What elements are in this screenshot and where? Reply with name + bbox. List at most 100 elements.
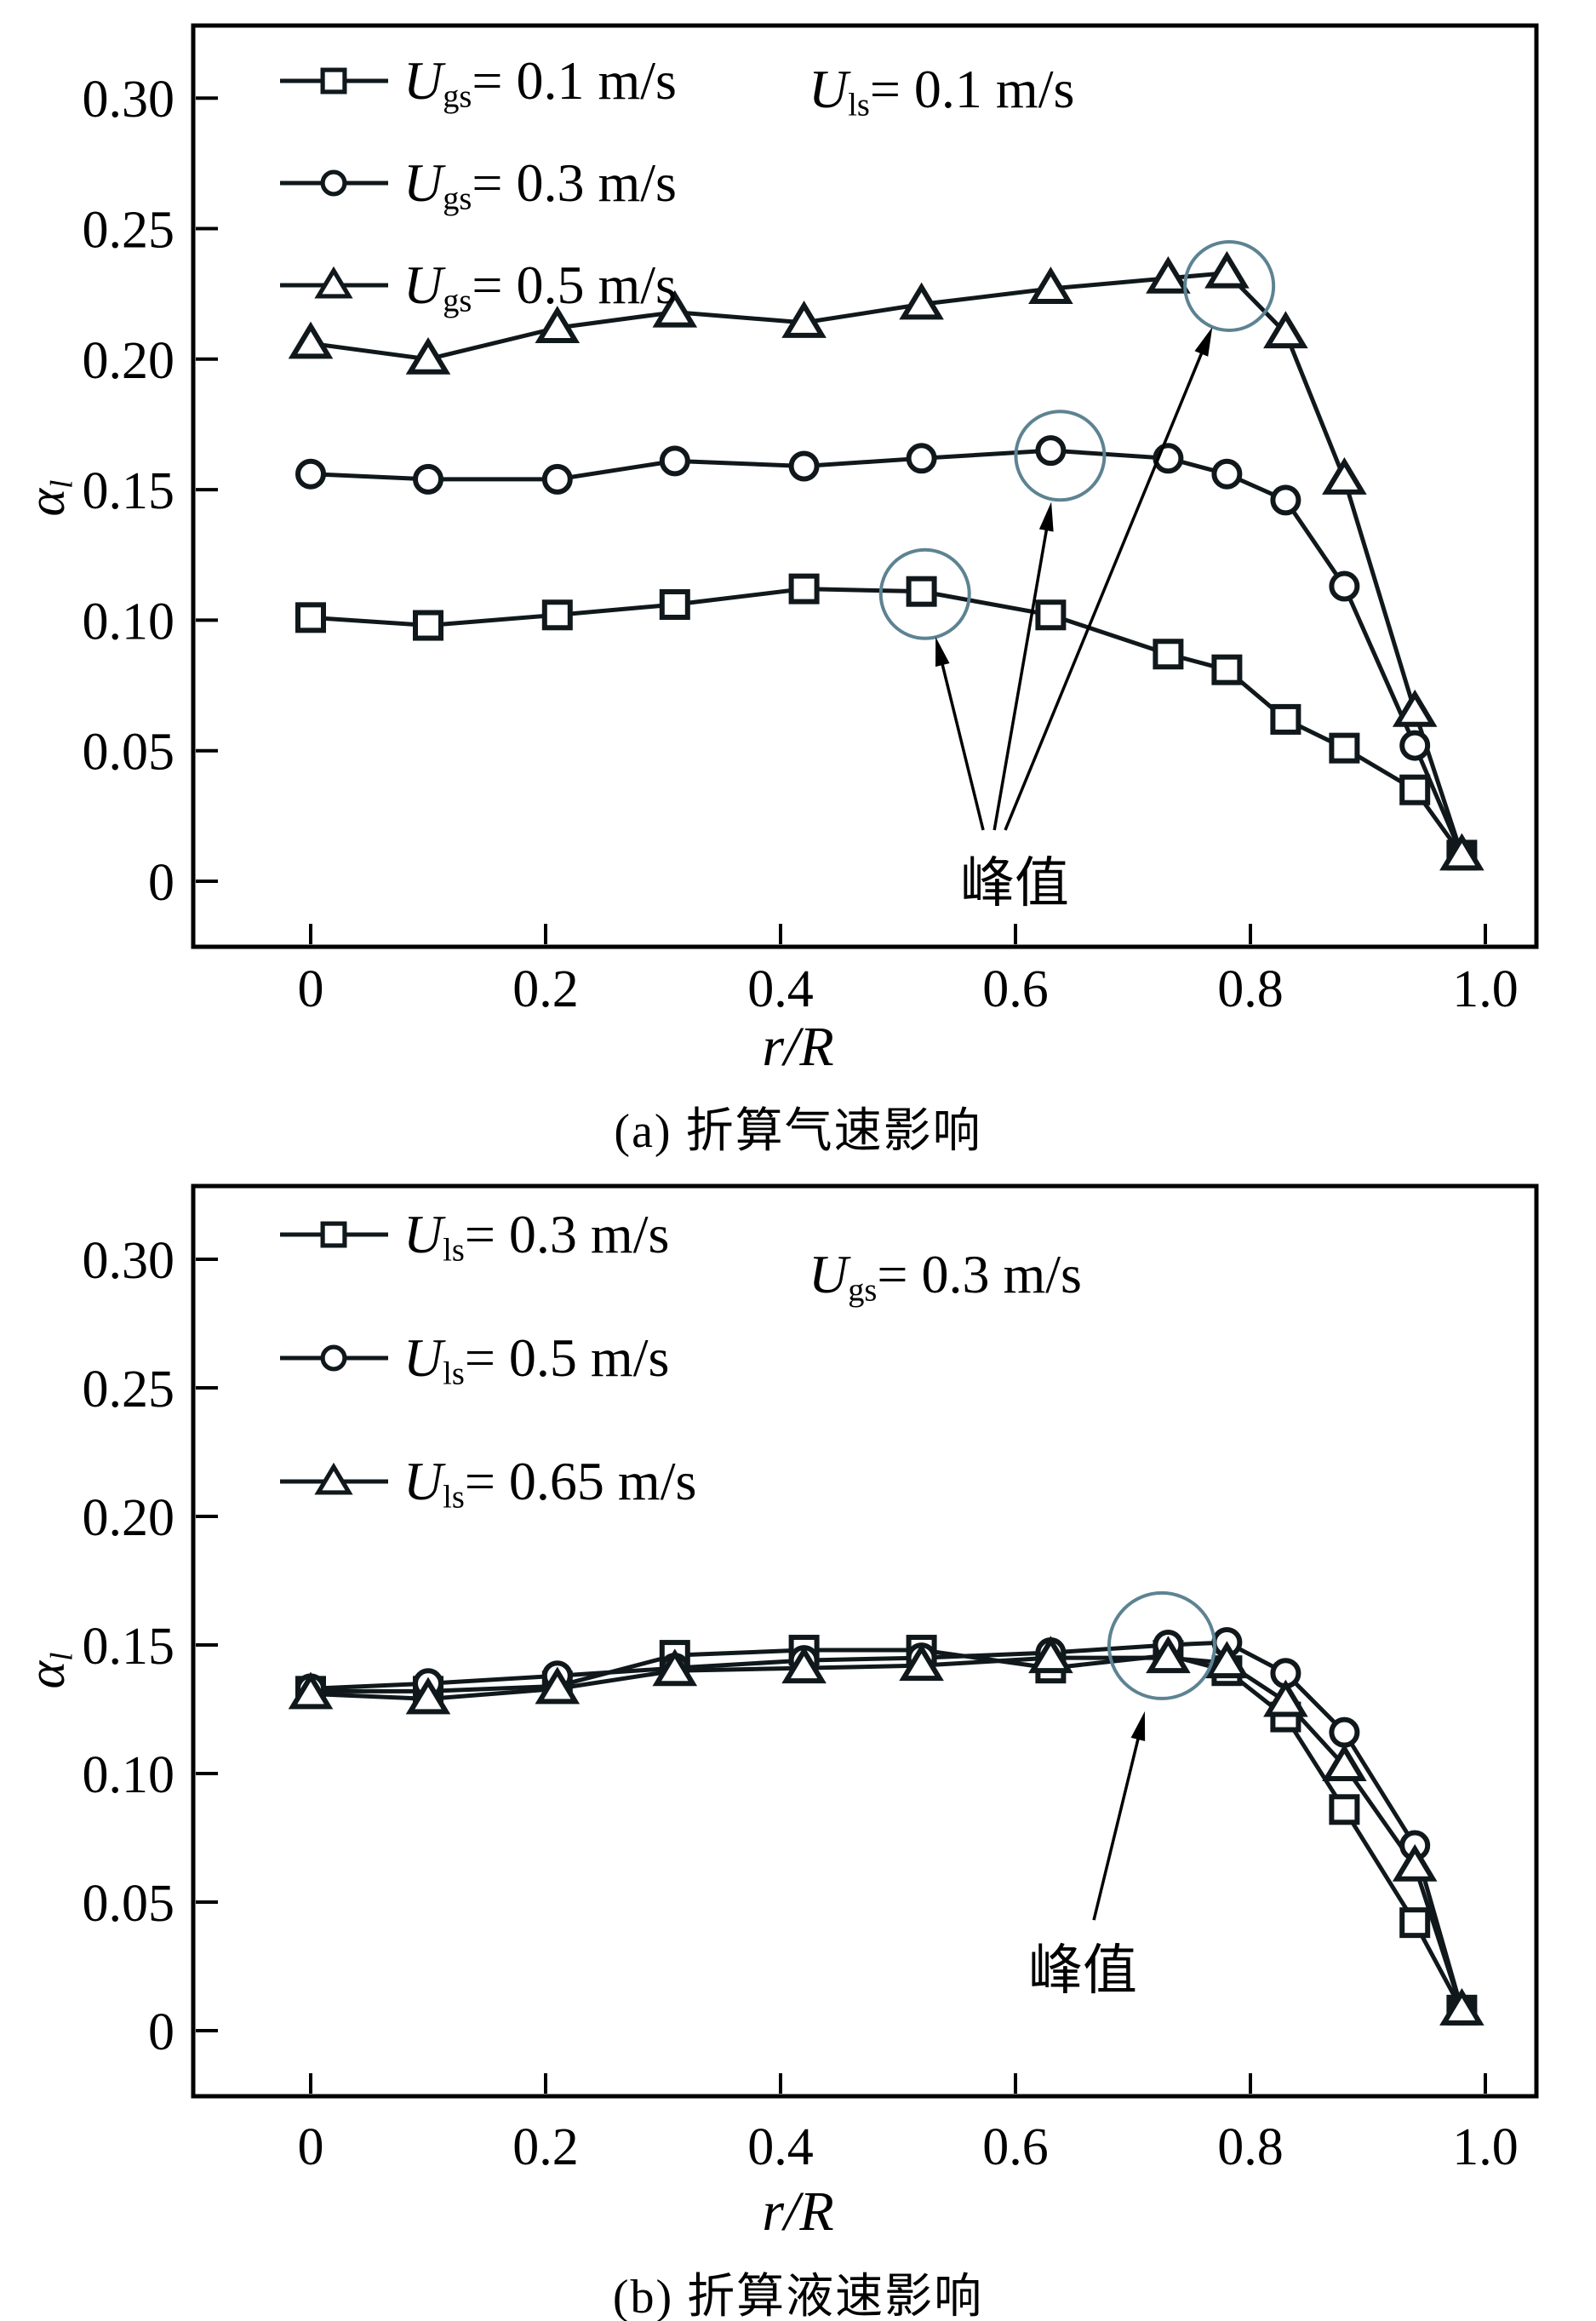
marker-square bbox=[320, 1221, 347, 1248]
y-axis-label-b: αl bbox=[17, 1585, 80, 1756]
condition-note-b: Ugs= 0.3 m/s bbox=[809, 1243, 1082, 1309]
note-symbol: U bbox=[809, 1244, 849, 1304]
x-tick-label: 0 bbox=[298, 2118, 324, 2176]
y-axis-label-a: αl bbox=[17, 413, 80, 583]
annotation-arrow-head bbox=[1130, 1711, 1146, 1741]
x-tick-label: 0.4 bbox=[747, 960, 814, 1018]
peak-ring bbox=[1107, 1590, 1216, 1700]
marker-circle bbox=[1211, 458, 1243, 490]
marker-triangle bbox=[1204, 250, 1250, 289]
y-tick-label: 0.20 bbox=[83, 1489, 175, 1547]
legend-value: = 0.65 m/s bbox=[464, 1451, 697, 1511]
note-value: = 0.1 m/s bbox=[869, 59, 1075, 119]
marker-square bbox=[1153, 639, 1184, 670]
legend-item-a-1: Ugs= 0.1 m/s bbox=[277, 49, 677, 113]
y-axis-symbol-sub: l bbox=[44, 479, 80, 489]
annotation-arrow-head bbox=[1194, 327, 1213, 357]
marker-square bbox=[1211, 654, 1243, 685]
legend-symbol-sub: gs bbox=[443, 181, 472, 217]
y-axis-symbol-sub: l bbox=[44, 1652, 80, 1661]
marker-triangle bbox=[781, 301, 827, 338]
legend-marker-square bbox=[280, 67, 388, 95]
marker-square bbox=[295, 602, 326, 633]
x-tick-label: 0.6 bbox=[982, 960, 1049, 1018]
marker-triangle bbox=[1263, 311, 1308, 349]
legend-label: Ugs= 0.1 m/s bbox=[403, 49, 677, 113]
marker-triangle bbox=[1028, 1636, 1073, 1674]
marker-circle bbox=[1329, 1716, 1360, 1748]
marker-square bbox=[1399, 1907, 1431, 1939]
legend-label: Uls= 0.65 m/s bbox=[403, 1450, 697, 1514]
x-tick-label: 0.4 bbox=[747, 2118, 814, 2176]
marker-triangle bbox=[1146, 255, 1191, 294]
y-tick-label: 0.25 bbox=[83, 1361, 175, 1418]
marker-square bbox=[1270, 703, 1301, 735]
marker-square bbox=[1329, 732, 1360, 764]
y-axis-symbol: α bbox=[18, 1660, 76, 1689]
annotation-arrow-line bbox=[940, 661, 985, 831]
marker-triangle bbox=[652, 289, 698, 328]
note-value: = 0.3 m/s bbox=[877, 1244, 1082, 1304]
legend-item-a-2: Ugs= 0.3 m/s bbox=[277, 152, 677, 217]
marker-triangle bbox=[1439, 1988, 1484, 2026]
marker-triangle bbox=[1204, 1641, 1250, 1679]
marker-triangle bbox=[1146, 1636, 1191, 1674]
legend-symbol-sub: gs bbox=[443, 283, 472, 319]
annotation-arrow-head bbox=[935, 637, 950, 668]
legend-value: = 0.1 m/s bbox=[472, 50, 677, 111]
marker-circle bbox=[906, 443, 937, 474]
marker-circle bbox=[1329, 570, 1360, 602]
annotation-arrow-line bbox=[1004, 350, 1204, 831]
caption-b: (b) 折算液速影响 bbox=[612, 2271, 984, 2321]
condition-note-a: Uls= 0.1 m/s bbox=[809, 58, 1075, 123]
marker-triangle bbox=[1322, 1744, 1367, 1781]
marker-circle bbox=[541, 463, 573, 495]
x-axis-label-b: r/R bbox=[762, 2181, 834, 2243]
legend-value: = 0.3 m/s bbox=[472, 152, 677, 213]
legend-symbol-sub: ls bbox=[443, 1232, 465, 1269]
marker-triangle bbox=[288, 1671, 334, 1710]
marker-triangle bbox=[535, 1666, 581, 1705]
series-line-triangle bbox=[310, 271, 1464, 857]
marker-circle bbox=[295, 458, 326, 490]
marker-square bbox=[788, 573, 820, 605]
peak-annotation-a: 峰值 bbox=[960, 853, 1069, 914]
legend-value: = 0.5 m/s bbox=[472, 255, 677, 315]
legend-marker-triangle bbox=[280, 1463, 388, 1495]
annotation-arrow-line bbox=[1092, 1735, 1141, 1921]
legend-symbol: U bbox=[403, 1451, 443, 1511]
y-tick-label: 0.05 bbox=[83, 1875, 175, 1933]
y-tick-label: 0 bbox=[148, 2003, 174, 2061]
marker-triangle bbox=[1263, 1679, 1308, 1717]
marker-square bbox=[541, 599, 573, 631]
x-tick-label: 0.2 bbox=[512, 960, 579, 1018]
legend-symbol: U bbox=[403, 152, 443, 213]
legend-label: Uls= 0.5 m/s bbox=[403, 1327, 669, 1390]
marker-square bbox=[906, 576, 937, 607]
x-tick-label: 0.8 bbox=[1217, 960, 1284, 1018]
marker-square bbox=[1035, 599, 1067, 631]
legend-marker-circle bbox=[280, 169, 388, 197]
y-tick-label: 0.25 bbox=[83, 202, 175, 260]
marker-circle bbox=[1270, 484, 1301, 516]
note-symbol-sub: gs bbox=[848, 1272, 878, 1309]
y-tick-label: 0.20 bbox=[83, 332, 175, 390]
x-tick-label: 0.8 bbox=[1217, 2118, 1284, 2176]
legend-marker-triangle bbox=[280, 266, 388, 299]
marker-triangle bbox=[899, 1643, 944, 1682]
marker-triangle bbox=[405, 1676, 451, 1715]
y-tick-label: 0 bbox=[148, 854, 174, 912]
marker-square bbox=[1329, 1794, 1360, 1825]
legend-value: = 0.5 m/s bbox=[464, 1327, 670, 1388]
y-tick-label: 0.15 bbox=[83, 462, 175, 520]
note-symbol-sub: ls bbox=[848, 87, 870, 123]
marker-circle bbox=[1399, 730, 1431, 761]
marker-triangle bbox=[1322, 457, 1367, 495]
y-tick-label: 0.05 bbox=[83, 724, 175, 782]
marker-square bbox=[1399, 774, 1431, 805]
y-tick-label: 0.10 bbox=[83, 593, 175, 650]
legend-symbol: U bbox=[403, 255, 443, 315]
legend-symbol: U bbox=[403, 1327, 443, 1388]
legend-item-b-1: Uls= 0.3 m/s bbox=[277, 1204, 669, 1267]
x-tick-label: 0.2 bbox=[512, 2118, 579, 2176]
